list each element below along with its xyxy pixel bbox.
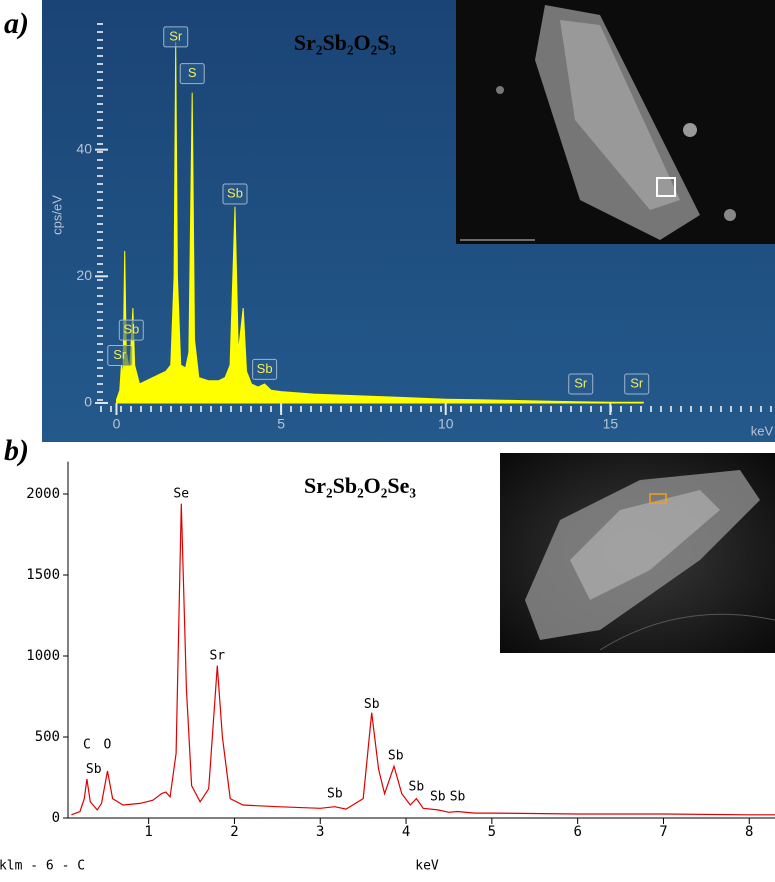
y-tick-label: 500 — [35, 729, 60, 745]
peak-label: Sr — [630, 375, 644, 390]
peak-label: Sr — [574, 375, 588, 390]
x-tick-label: 5 — [277, 416, 285, 432]
y-tick-label: 1500 — [26, 567, 60, 583]
x-axis-label: keV — [415, 859, 439, 874]
peak-label: Sb — [450, 789, 466, 804]
label-box — [624, 373, 650, 395]
x-tick-label: 4 — [402, 824, 410, 840]
peak-label: Sb — [227, 185, 243, 200]
peak-label: Sr — [169, 28, 183, 43]
x-tick-label: 5 — [488, 824, 496, 840]
sem-image-a — [456, 0, 775, 244]
x-tick-label: 0 — [113, 416, 121, 432]
x-tick-label: 10 — [438, 416, 454, 432]
x-tick-label: 8 — [745, 824, 753, 840]
peak-label: Sb — [388, 748, 404, 763]
label-box — [118, 319, 144, 341]
label-box — [163, 26, 189, 48]
x-tick-label: 2 — [230, 824, 238, 840]
peak-label: Sb — [257, 361, 273, 376]
y-tick-label: 40 — [76, 140, 92, 156]
y-axis-label: cps/eV — [49, 195, 64, 235]
peak-label: Sb — [123, 322, 139, 337]
x-tick-label: 6 — [573, 824, 581, 840]
panel-label: b) — [4, 434, 29, 467]
peak-label: O — [104, 738, 112, 753]
label-box — [222, 183, 248, 205]
peak-label: Sb — [409, 780, 425, 795]
label-box — [107, 344, 133, 366]
footer-note: klm - 6 - C — [0, 859, 85, 874]
spectrum-area — [116, 41, 644, 404]
y-tick-label: 0 — [84, 394, 92, 410]
chart-title: Sr₂Sb₂O₂S₃ — [294, 30, 397, 55]
y-tick-label: 1000 — [26, 648, 60, 664]
panel-label: a) — [4, 7, 29, 40]
label-box — [179, 63, 205, 85]
peak-label: Sr — [113, 347, 127, 362]
y-tick-label: 20 — [76, 267, 92, 283]
peak-label: Sb — [364, 697, 380, 712]
peak-label: Sb — [86, 762, 102, 777]
x-tick-label: 1 — [144, 824, 152, 840]
peak-label: S — [188, 65, 197, 80]
y-tick-label: 2000 — [26, 486, 60, 502]
chart-title: Sr₂Sb₂O₂Se₃ — [304, 473, 416, 498]
sem-image-b — [500, 453, 775, 653]
x-tick-label: 3 — [316, 824, 324, 840]
label-box — [252, 358, 278, 380]
label-box — [568, 373, 594, 395]
spectrum-line — [71, 503, 775, 816]
peak-label: Se — [173, 487, 189, 502]
y-tick-label: 0 — [52, 810, 60, 826]
peak-label: Sb — [327, 787, 343, 802]
peak-label: C — [83, 738, 91, 753]
x-tick-label: 7 — [659, 824, 667, 840]
x-axis-label: keV — [751, 423, 774, 438]
x-tick-label: 15 — [603, 416, 619, 432]
peak-label: Sr — [209, 649, 225, 664]
peak-label: Sb — [430, 789, 446, 804]
